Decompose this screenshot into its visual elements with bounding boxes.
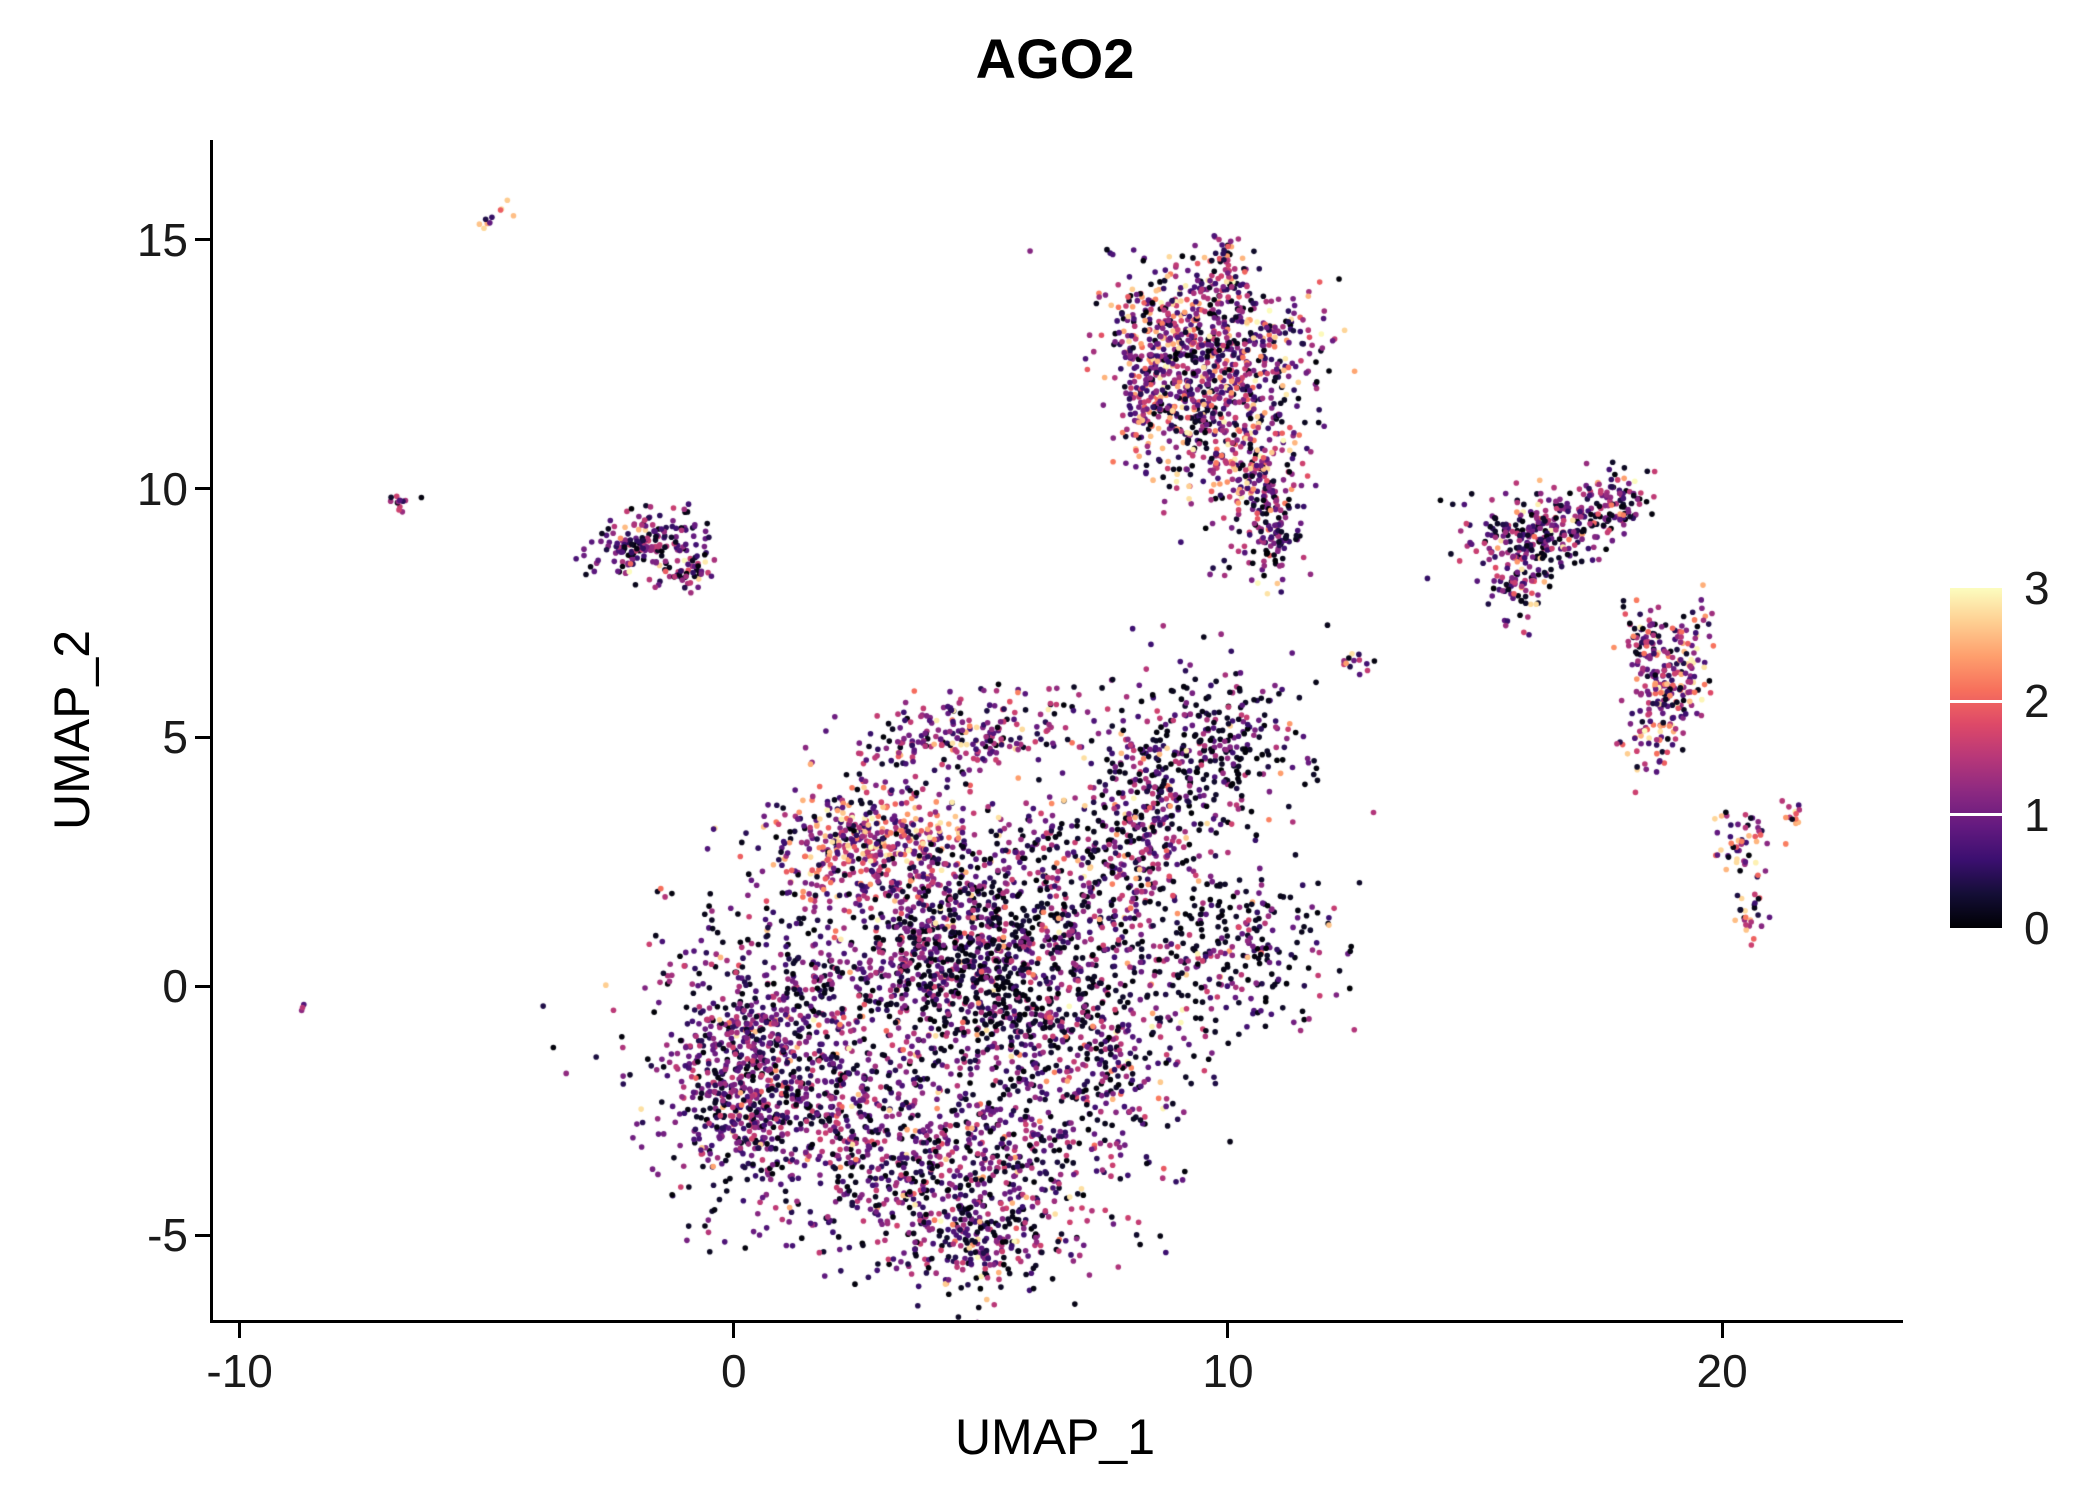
chart-title: AGO2 bbox=[975, 27, 1135, 90]
colorbar-tick-mark bbox=[1950, 699, 2002, 703]
y-tick-label: 5 bbox=[162, 711, 188, 764]
y-tick-mark bbox=[195, 487, 210, 491]
y-tick-label: 0 bbox=[162, 960, 188, 1013]
x-axis-title: UMAP_1 bbox=[954, 1409, 1156, 1465]
colorbar-tick-label: 1 bbox=[2024, 788, 2050, 841]
y-tick-mark bbox=[195, 1233, 210, 1237]
y-tick-mark bbox=[195, 238, 210, 242]
x-tick-label: 0 bbox=[721, 1345, 747, 1397]
y-tick-label: -5 bbox=[147, 1209, 188, 1262]
x-tick-mark bbox=[1226, 1323, 1230, 1338]
colorbar-gradient bbox=[1950, 588, 2002, 928]
y-tick-label: 15 bbox=[136, 213, 188, 266]
x-tick-label: 10 bbox=[1202, 1345, 1254, 1397]
colorbar-tick-label: 3 bbox=[2024, 562, 2050, 614]
plot-panel bbox=[210, 140, 1903, 1323]
colorbar-tick-label: 2 bbox=[2024, 675, 2050, 728]
x-tick-mark bbox=[238, 1323, 242, 1338]
x-tick-label: -10 bbox=[206, 1345, 273, 1397]
scatter-points-canvas bbox=[213, 140, 1903, 1320]
y-tick-mark bbox=[195, 735, 210, 739]
y-axis-title: UMAP_2 bbox=[44, 629, 100, 831]
x-tick-mark bbox=[1720, 1323, 1724, 1338]
x-tick-label: 20 bbox=[1696, 1345, 1748, 1397]
colorbar-tick-label: 0 bbox=[2024, 902, 2050, 954]
y-tick-mark bbox=[195, 984, 210, 988]
y-tick-label: 10 bbox=[136, 462, 188, 515]
colorbar-tick-mark bbox=[1950, 813, 2002, 817]
x-tick-mark bbox=[732, 1323, 736, 1338]
